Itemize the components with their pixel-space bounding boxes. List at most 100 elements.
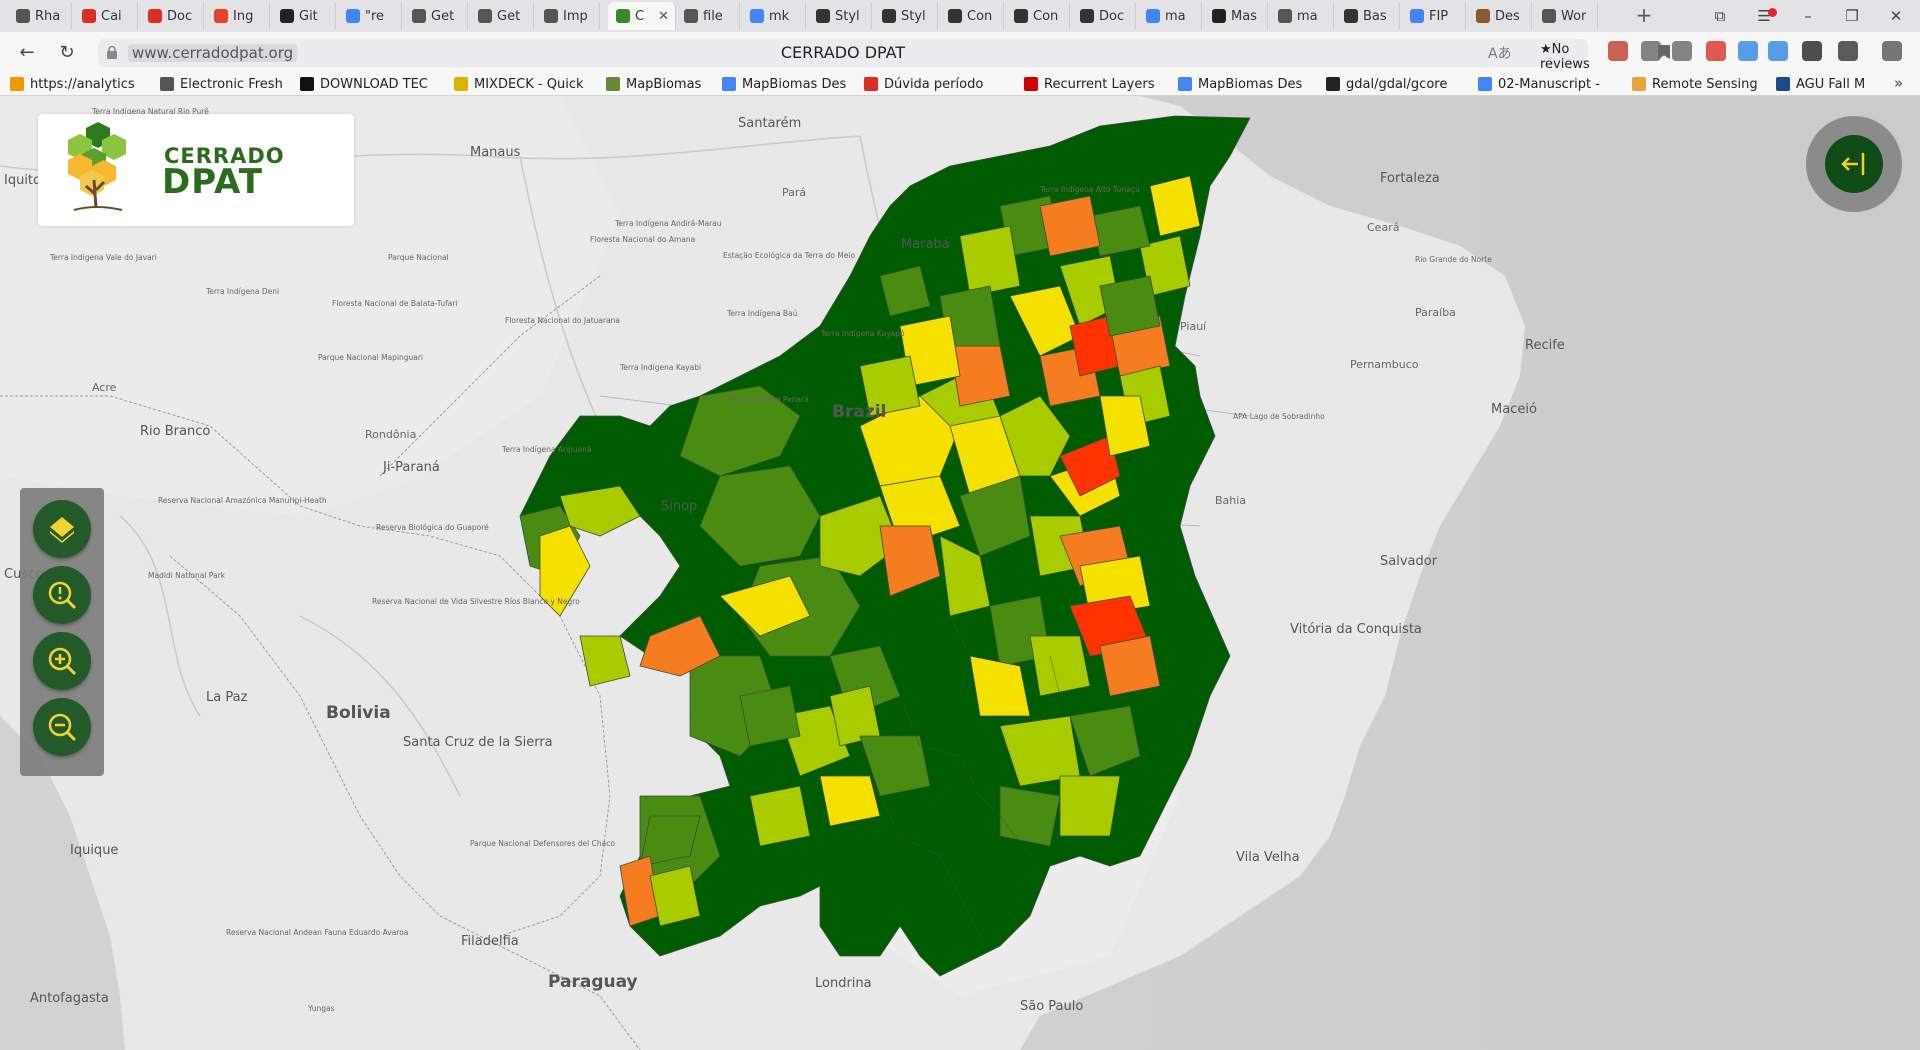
browser-tab[interactable]: Doc [1072, 2, 1136, 30]
layers-icon [50, 517, 74, 543]
reload-button[interactable]: ↻ [59, 42, 75, 63]
browser-tab[interactable]: Wor [1534, 2, 1598, 30]
browser-tab[interactable]: "re [338, 2, 402, 30]
browser-tab[interactable]: Con [1006, 2, 1070, 30]
browser-tab[interactable]: ma [1138, 2, 1202, 30]
browser-tab[interactable]: FIP [1402, 2, 1466, 30]
bookmark-item[interactable]: Electronic Fresh [160, 75, 290, 93]
zoom-out-button[interactable] [33, 698, 91, 756]
browser-tab[interactable]: C ✕ [608, 2, 676, 30]
screenshot-extension-icon[interactable] [1641, 41, 1661, 61]
adblock-extension-icon[interactable] [1706, 41, 1726, 61]
browser-tab[interactable]: file [676, 2, 740, 30]
key-extension-icon[interactable] [1802, 41, 1822, 61]
book-icon [1014, 9, 1028, 23]
url-text[interactable]: www.cerradodpat.org [128, 44, 298, 62]
browser-tab[interactable]: Styl [808, 2, 872, 30]
svg-text:Reserva Nacional Amazónica Man: Reserva Nacional Amazónica Manuripi-Heat… [158, 496, 327, 505]
extension-icon[interactable] [1768, 41, 1788, 61]
svg-text:Terra Indígena Alto Turiaçu: Terra Indígena Alto Turiaçu [1039, 185, 1140, 194]
minimize-icon[interactable]: – [1804, 7, 1812, 25]
maximize-icon[interactable]: ❐ [1845, 7, 1859, 25]
collapse-panel-button[interactable] [1825, 135, 1883, 193]
svg-text:Marabá: Marabá [901, 237, 950, 252]
close-window-icon[interactable]: ✕ [1889, 7, 1903, 25]
browser-tab[interactable]: Get [470, 2, 534, 30]
close-tab-icon[interactable]: ✕ [658, 8, 669, 24]
bookmark-page-icon[interactable] [1658, 45, 1670, 59]
browser-tab[interactable]: Con [940, 2, 1004, 30]
back-button[interactable]: ← [19, 42, 35, 63]
browser-tab[interactable]: Cai [74, 2, 138, 30]
bookmark-item[interactable]: https://analytics [10, 75, 150, 93]
translate-icon[interactable]: Aあ [1488, 46, 1512, 62]
svg-text:Filadelfia: Filadelfia [461, 934, 519, 949]
svg-text:Antofagasta: Antofagasta [30, 991, 109, 1006]
new-tab-button[interactable]: + [1635, 3, 1653, 27]
browser-toolbar: ← ↻ www.cerradodpat.org CERRADO DPAT Aあ … [0, 32, 1920, 74]
svg-text:Terra Indígena Panará: Terra Indígena Panará [726, 395, 809, 404]
tab-label: Git [299, 8, 318, 24]
svg-text:La Paz: La Paz [206, 690, 248, 705]
downloads-icon[interactable] [1882, 41, 1902, 61]
more-bookmarks-icon[interactable]: » [1894, 74, 1904, 92]
cerrado-icon [616, 9, 630, 23]
svg-text:Madidi National Park: Madidi National Park [148, 571, 226, 580]
zoom-in-button[interactable] [33, 632, 91, 690]
browser-tab[interactable]: Mas [1204, 2, 1268, 30]
bookmark-item[interactable]: Dúvida período [864, 75, 1018, 93]
browser-tab[interactable]: mk [742, 2, 806, 30]
browser-tab[interactable]: Styl [874, 2, 938, 30]
ladybug-extension-icon[interactable] [1608, 41, 1628, 61]
bookmark-item[interactable]: AGU Fall M [1776, 75, 1882, 93]
bookmark-item[interactable]: Recurrent Layers [1024, 75, 1172, 93]
collapse-panel-wrap [1806, 116, 1902, 212]
browser-tab[interactable]: Doc [140, 2, 204, 30]
agu-icon [1776, 77, 1790, 91]
download-helper-icon[interactable] [1672, 41, 1692, 61]
map-canvas[interactable]: Brazil Bolivia Paraguay Santarém Manaus … [0, 96, 1920, 1050]
tab-label: Get [497, 8, 521, 24]
bookmark-label: Remote Sensing [1652, 76, 1758, 92]
bm-icon [454, 77, 468, 91]
logo-text-main: DPAT [162, 162, 263, 202]
reviews-button[interactable]: ★No reviews [1538, 42, 1592, 74]
bookmark-item[interactable]: MIXDECK - Quick [454, 75, 600, 93]
tab-label: Cai [101, 8, 122, 24]
browser-tab[interactable]: ma [1270, 2, 1334, 30]
browser-menu-icon[interactable]: ☰ [1757, 7, 1771, 25]
browser-tab[interactable]: Bas [1336, 2, 1400, 30]
bookmark-item[interactable]: DOWNLOAD TEC [300, 75, 450, 93]
book-icon [816, 9, 830, 23]
browser-tab[interactable]: Get [404, 2, 468, 30]
extension-icon[interactable] [1738, 41, 1758, 61]
tab-label: file [703, 8, 723, 24]
svg-text:Fortaleza: Fortaleza [1380, 171, 1440, 186]
mapbiomas-icon [606, 77, 620, 91]
layers-button[interactable] [33, 500, 91, 558]
bookmark-item[interactable]: MapBiomas [606, 75, 716, 93]
bookmark-item[interactable]: Remote Sensing [1632, 75, 1768, 93]
alerts-search-button[interactable] [33, 566, 91, 624]
bookmark-item[interactable]: 02-Manuscript - [1478, 75, 1624, 93]
tab-label: FIP [1429, 8, 1449, 24]
tab-label: Des [1495, 8, 1520, 24]
browser-tab[interactable]: Des [1468, 2, 1532, 30]
svg-text:Vila Velha: Vila Velha [1236, 850, 1300, 865]
cerrado-dpat-logo[interactable]: CERRADO DPAT [38, 114, 354, 226]
browser-tab[interactable]: Imp [536, 2, 600, 30]
sidebar-icon[interactable] [1838, 41, 1858, 61]
bookmark-item[interactable]: gdal/gdal/gcore [1326, 75, 1472, 93]
label-bolivia: Bolivia [326, 703, 391, 723]
svg-text:Pará: Pará [782, 186, 806, 199]
tab-search-icon[interactable]: ⧉ [1714, 7, 1726, 25]
browser-tab[interactable]: Rha [8, 2, 72, 30]
address-bar[interactable]: www.cerradodpat.org CERRADO DPAT Aあ ★No … [98, 39, 1670, 74]
bookmark-item[interactable]: MapBiomas Des [1178, 75, 1318, 93]
svg-text:Paraíba: Paraíba [1415, 306, 1456, 319]
tool-panel [20, 488, 104, 776]
google-icon [1410, 9, 1424, 23]
browser-tab[interactable]: Git [272, 2, 336, 30]
browser-tab[interactable]: Ing [206, 2, 270, 30]
bookmark-item[interactable]: MapBiomas Des [722, 75, 858, 93]
